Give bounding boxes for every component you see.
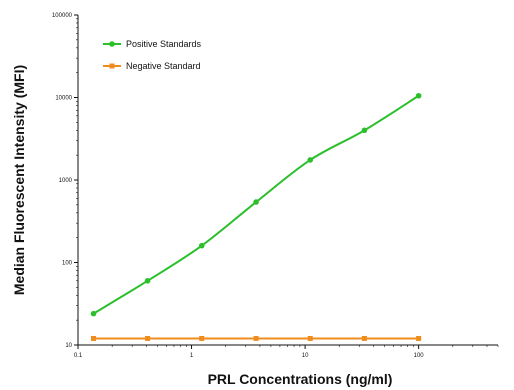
legend-item: Positive Standards bbox=[103, 39, 202, 49]
legend-label: Negative Standard bbox=[126, 61, 201, 71]
legend-marker bbox=[109, 63, 115, 69]
data-point bbox=[361, 335, 367, 341]
y-tick-label: 100000 bbox=[52, 13, 73, 19]
legend-label: Positive Standards bbox=[126, 39, 202, 49]
data-point bbox=[91, 335, 97, 341]
data-point bbox=[145, 335, 151, 341]
series-negative-standard bbox=[91, 335, 422, 341]
x-tick-label: 100 bbox=[414, 353, 425, 359]
x-tick-label: 1 bbox=[190, 353, 194, 359]
y-tick-label: 1000 bbox=[59, 178, 73, 184]
series-layer bbox=[90, 92, 422, 341]
data-point bbox=[90, 310, 97, 317]
x-tick-label: 10 bbox=[302, 353, 309, 359]
x-tick-label: 0.1 bbox=[74, 353, 83, 359]
data-point bbox=[198, 242, 205, 249]
data-point bbox=[199, 335, 205, 341]
data-point bbox=[415, 92, 422, 99]
data-point bbox=[416, 335, 422, 341]
x-axis-title: PRL Concentrations (ng/ml) bbox=[208, 371, 393, 387]
y-axis-title: Median Fluorescent Intensity (MFI) bbox=[11, 65, 27, 295]
legend-marker bbox=[109, 41, 115, 47]
data-point bbox=[307, 157, 314, 163]
y-ticks: 10 100 1000 10000 100000 bbox=[52, 13, 78, 349]
data-point bbox=[253, 199, 259, 205]
legend-item: Negative Standard bbox=[103, 61, 201, 71]
series-positive-standards bbox=[90, 92, 422, 317]
data-point bbox=[144, 278, 151, 284]
legend: Positive Standards Negative Standard bbox=[103, 39, 202, 71]
x-ticks: 0.1 1 10 100 bbox=[74, 345, 499, 359]
y-tick-label: 10 bbox=[65, 343, 72, 349]
data-point bbox=[307, 335, 313, 341]
data-point bbox=[361, 127, 368, 134]
y-tick-label: 100 bbox=[62, 261, 73, 267]
data-point bbox=[253, 335, 259, 341]
y-tick-label: 10000 bbox=[55, 96, 72, 102]
